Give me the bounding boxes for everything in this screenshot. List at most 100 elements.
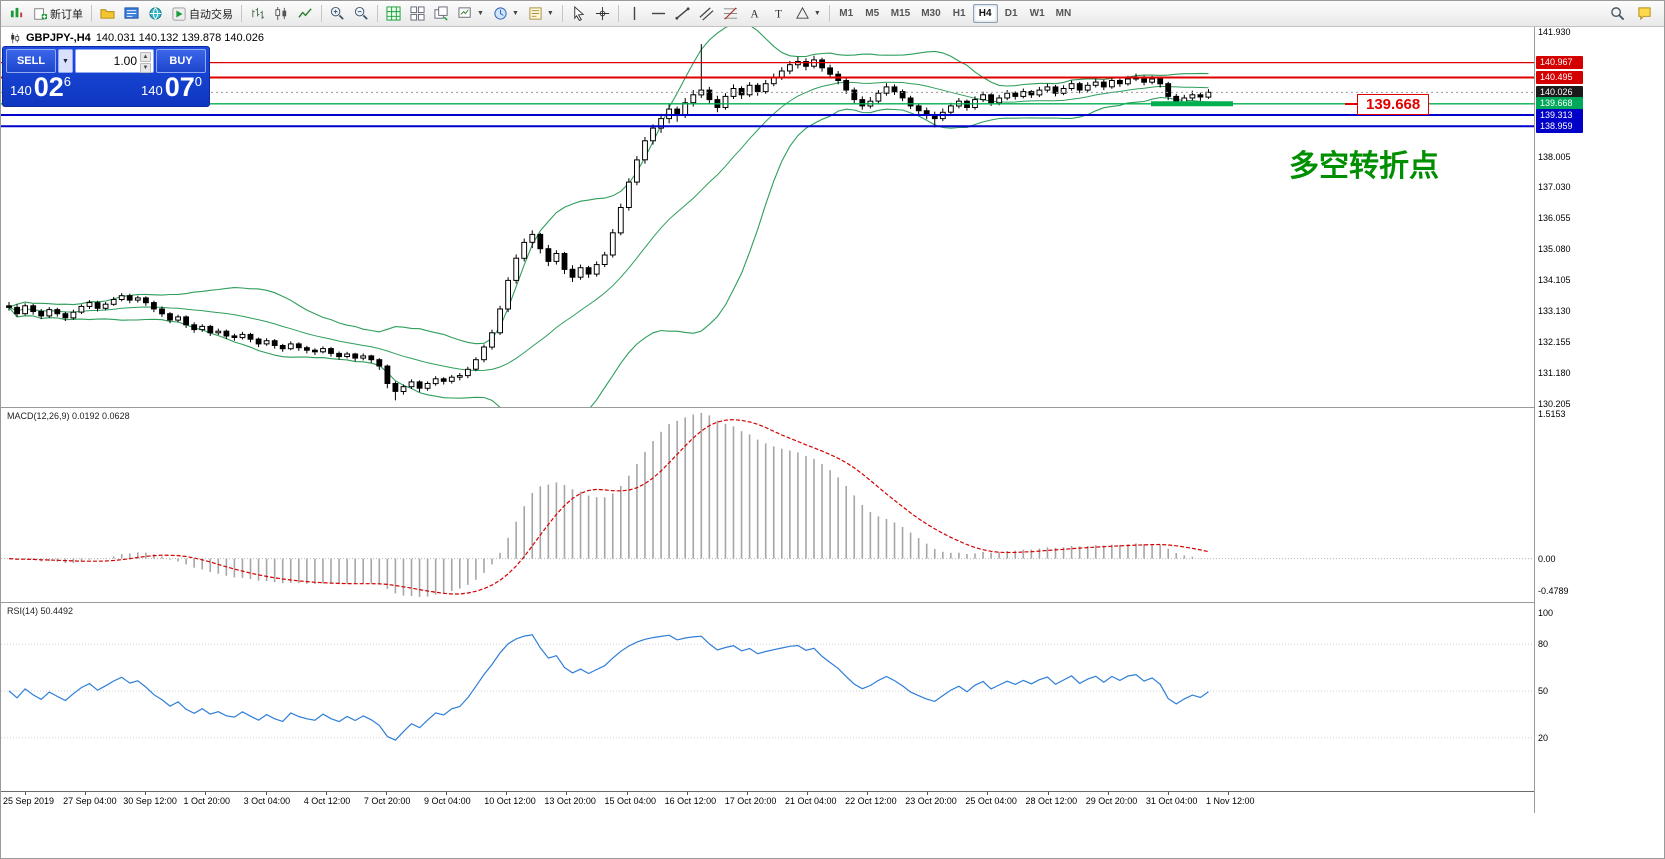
panel-divider[interactable]	[1, 602, 1534, 603]
chart-annotation-text[interactable]: 多空转折点	[1289, 150, 1439, 183]
sell-price[interactable]: 140 02 6	[10, 74, 71, 101]
chat-icon[interactable]	[1633, 3, 1656, 24]
rsi-label: RSI(14) 50.4492	[7, 606, 74, 616]
search-icon[interactable]	[1606, 3, 1629, 24]
new-chart-icon	[458, 7, 471, 18]
time-axis-label: 30 Sep 12:00	[123, 796, 177, 806]
new-order-button[interactable]: 新订单	[29, 3, 87, 24]
templates-icon	[529, 7, 542, 20]
rsi-axis-tick: 100	[1538, 608, 1554, 618]
time-axis-label: 27 Sep 04:00	[63, 796, 117, 806]
timeframe-MN[interactable]: MN	[1055, 8, 1072, 19]
time-axis-tick	[927, 792, 929, 795]
cursor-icon[interactable]	[567, 3, 590, 24]
timeframe-M1[interactable]: M1	[839, 8, 854, 19]
panel-divider[interactable]	[1, 407, 1534, 408]
volume-value: 1.00	[113, 54, 137, 68]
time-axis-label: 4 Oct 12:00	[303, 796, 351, 806]
grid-icon[interactable]	[382, 3, 405, 24]
time-axis-label: 16 Oct 12:00	[664, 796, 717, 806]
toolbar-separator	[91, 5, 92, 22]
time-axis-label: 1 Nov 12:00	[1206, 796, 1255, 806]
fibonacci-icon[interactable]	[719, 3, 742, 24]
time-axis-tick	[626, 792, 628, 795]
vertical-line-icon[interactable]	[623, 3, 646, 24]
navigator-icon[interactable]	[144, 3, 167, 24]
candlestick-chart-icon[interactable]	[270, 3, 293, 24]
market-watch-icon[interactable]	[120, 3, 143, 24]
line-chart-icon[interactable]	[294, 3, 317, 24]
timeframe-W1[interactable]: W1	[1029, 8, 1045, 19]
time-axis-tick	[325, 792, 327, 795]
chart-header: GBPJPY-,H4 140.031 140.132 139.878 140.0…	[9, 32, 264, 44]
price-line-label[interactable]: 139.668	[1357, 94, 1430, 115]
price-axis-tick: 130.205	[1538, 399, 1571, 409]
volume-down-button[interactable]: ▼	[140, 63, 151, 73]
horizontal-line-icon[interactable]	[647, 3, 670, 24]
time-axis-label: 25 Oct 04:00	[965, 796, 1017, 806]
chart-canvas	[1, 27, 1534, 741]
label-icon[interactable]: T	[767, 3, 790, 24]
time-axis-label: 31 Oct 04:00	[1145, 796, 1198, 806]
rsi-axis-tick: 20	[1538, 732, 1549, 743]
time-axis-tick	[867, 792, 869, 795]
time-axis-label: 23 Oct 20:00	[905, 796, 957, 806]
macd-axis-bottom: -0.4789	[1538, 586, 1569, 596]
cascade-windows-icon[interactable]	[430, 3, 453, 24]
one-click-trade-panel: SELL ▼ 1.00 ▲ ▼ BUY 140 02 6 140 07 0	[2, 46, 210, 107]
buy-price-sup: 0	[194, 74, 202, 89]
period-button[interactable]: ▼	[489, 3, 523, 24]
time-axis[interactable]: 25 Sep 2019 27 Sep 04:00 30 Sep 12:00 1 Oct…	[1, 791, 1534, 815]
price-axis-tick: 133.130	[1538, 306, 1571, 317]
price-axis-badge: 140.026	[1536, 85, 1583, 99]
time-axis-label: 21 Oct 04:00	[784, 796, 837, 806]
app-icon	[5, 3, 28, 24]
time-axis-tick	[1228, 792, 1229, 795]
timeframe-H4[interactable]: H4	[972, 4, 998, 23]
volume-up-button[interactable]: ▲	[140, 52, 151, 62]
templates-button[interactable]: ▼	[524, 3, 558, 24]
timeframe-M15[interactable]: M15	[890, 8, 911, 19]
time-axis-tick	[987, 792, 989, 795]
profiles-icon[interactable]	[96, 3, 119, 24]
time-axis-tick	[446, 792, 448, 795]
timeframe-D1[interactable]: D1	[1004, 8, 1018, 19]
trade-panel-controls: SELL ▼ 1.00 ▲ ▼ BUY	[6, 49, 206, 73]
channel-icon[interactable]	[695, 3, 718, 24]
price-axis-badge: 139.313	[1536, 108, 1583, 122]
timeframe-M30[interactable]: M30	[921, 8, 941, 19]
new-chart-button[interactable]: ▼	[454, 3, 488, 24]
toolbar-separator	[321, 5, 322, 22]
tile-windows-icon[interactable]	[406, 3, 429, 24]
new-order-icon	[34, 7, 47, 20]
crosshair-icon[interactable]	[591, 3, 614, 24]
shapes-button[interactable]: ▼	[791, 3, 825, 24]
zoom-in-icon[interactable]	[326, 3, 349, 24]
price-axis-border	[1534, 27, 1535, 813]
volume-dropdown-button[interactable]: ▼	[58, 49, 73, 73]
bar-chart-icon[interactable]	[246, 3, 269, 24]
buy-button[interactable]: BUY	[156, 49, 206, 73]
toolbar-separator	[617, 5, 619, 22]
chevron-down-icon: ▼	[511, 10, 519, 17]
volume-input[interactable]: 1.00 ▲ ▼	[75, 49, 154, 73]
symbol-label: GBPJPY-,H4	[26, 32, 91, 44]
buy-price[interactable]: 140 07 0	[141, 74, 202, 101]
price-axis-tick: 136.055	[1538, 213, 1571, 224]
sell-button[interactable]: SELL	[6, 49, 56, 73]
price-axis[interactable]: 1.5153 0.00 -0.4789 141.930 138.005 137.03…	[1535, 1, 1664, 858]
main-toolbar: 新订单 自动交易	[1, 1, 1664, 27]
time-axis-tick	[506, 792, 508, 795]
time-axis-label: 1 Oct 20:00	[183, 796, 230, 806]
sell-price-prefix: 140	[10, 83, 32, 98]
text-icon[interactable]: A	[743, 3, 766, 24]
buy-price-big: 07	[164, 72, 195, 102]
time-axis-tick	[25, 792, 26, 795]
timeframe-M5[interactable]: M5	[865, 8, 880, 19]
trendline-icon[interactable]	[671, 3, 694, 24]
autotrade-button[interactable]: 自动交易	[168, 3, 237, 24]
timeframe-H1[interactable]: H1	[952, 8, 966, 19]
time-axis-label: 3 Oct 04:00	[243, 796, 291, 806]
chevron-down-icon: ▼	[546, 10, 554, 17]
zoom-out-icon[interactable]	[350, 3, 373, 24]
